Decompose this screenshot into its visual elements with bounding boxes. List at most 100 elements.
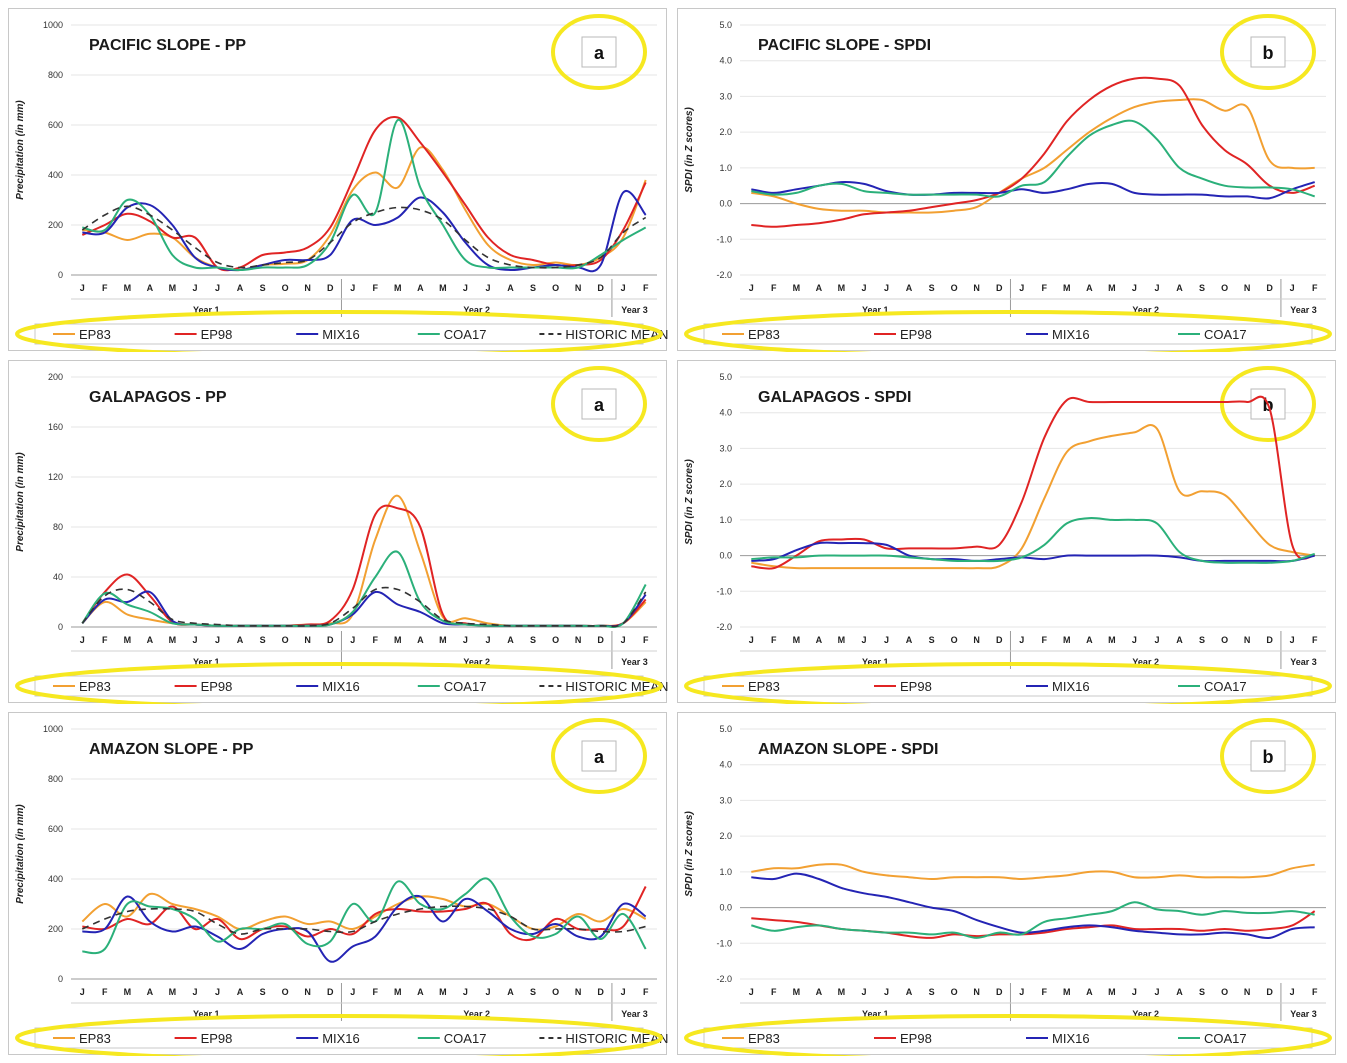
x-tick-label: D	[996, 635, 1003, 645]
x-tick-label: J	[884, 987, 889, 997]
x-tick-label: N	[575, 283, 582, 293]
letter-highlight-ellipse	[551, 718, 647, 794]
y-tick-label: 0	[58, 622, 63, 632]
legend-box	[703, 323, 1313, 345]
x-tick-label: J	[192, 283, 197, 293]
y-tick-label: 4.0	[719, 56, 732, 66]
x-tick-label: F	[643, 987, 649, 997]
x-tick-label: A	[237, 283, 244, 293]
x-tick-label: D	[327, 635, 334, 645]
x-tick-label: S	[260, 283, 266, 293]
series-line-ep98	[81, 504, 647, 627]
x-tick-label: O	[1221, 283, 1228, 293]
year-label: Year 3	[621, 1009, 648, 1019]
panel-letter: a	[594, 747, 605, 767]
x-tick-label: J	[621, 635, 626, 645]
x-tick-label: F	[1042, 283, 1048, 293]
x-tick-label: D	[597, 987, 604, 997]
series-line-ep83	[751, 98, 1315, 214]
x-tick-label: A	[147, 987, 154, 997]
x-tick-label: O	[951, 283, 958, 293]
year-label: Year 1	[862, 305, 889, 315]
legend-label: EP98	[900, 1031, 932, 1046]
x-tick-label: J	[485, 283, 490, 293]
legend-label: COA17	[444, 679, 487, 694]
panel-title: PACIFIC SLOPE - PP	[89, 37, 246, 54]
x-tick-label: N	[1244, 987, 1251, 997]
series-line-historic-mean	[81, 905, 646, 935]
x-tick-label: J	[861, 283, 866, 293]
x-tick-label: A	[417, 283, 424, 293]
letter-highlight-ellipse	[551, 366, 647, 442]
x-tick-label: J	[192, 987, 197, 997]
x-tick-label: J	[1132, 283, 1137, 293]
year-label: Year 1	[193, 657, 220, 667]
x-tick-label: F	[102, 987, 108, 997]
series-line-coa17	[82, 877, 647, 955]
x-tick-label: J	[1290, 283, 1295, 293]
x-tick-label: S	[260, 987, 266, 997]
series-line-historic-mean	[81, 205, 647, 269]
x-tick-label: J	[1154, 635, 1159, 645]
x-tick-label: J	[1132, 987, 1137, 997]
x-tick-label: F	[1042, 635, 1048, 645]
x-tick-label: F	[1312, 635, 1318, 645]
chart-panel-p1: 0 200 400 600 800 1000 J F M A M J J A S O N D J F M A M J J A S O N…	[8, 8, 668, 352]
legend-label: COA17	[1204, 327, 1247, 342]
x-tick-label: D	[1266, 283, 1273, 293]
series-line-ep98	[751, 910, 1316, 939]
x-tick-label: A	[1086, 635, 1093, 645]
y-tick-label: 200	[48, 924, 63, 934]
x-tick-label: O	[552, 635, 559, 645]
x-tick-label: N	[304, 987, 311, 997]
x-tick-label: J	[463, 987, 468, 997]
y-tick-label: 600	[48, 824, 63, 834]
x-tick-label: A	[507, 635, 514, 645]
year-label: Year 1	[193, 305, 220, 315]
series-line-coa17	[751, 119, 1316, 198]
x-tick-label: F	[1312, 987, 1318, 997]
legend-label: EP83	[79, 1031, 111, 1046]
x-tick-label: A	[1176, 283, 1183, 293]
x-tick-label: M	[1108, 987, 1116, 997]
y-tick-label: 5.0	[719, 372, 732, 382]
y-axis-label: SPDI (in Z scores)	[684, 107, 695, 193]
x-tick-label: F	[771, 987, 777, 997]
x-tick-label: O	[552, 987, 559, 997]
x-tick-label: J	[1019, 283, 1024, 293]
legend-label: MIX16	[1052, 1031, 1090, 1046]
legend-label: HISTORIC MEAN	[565, 327, 668, 342]
y-tick-label: -2.0	[716, 270, 732, 280]
x-tick-label: J	[463, 283, 468, 293]
y-tick-label: 400	[48, 170, 63, 180]
x-tick-label: J	[80, 283, 85, 293]
series-line-coa17	[751, 901, 1315, 939]
y-tick-label: 4.0	[719, 408, 732, 418]
x-tick-label: A	[906, 987, 913, 997]
legend-highlight-ellipse	[684, 1014, 1332, 1056]
x-tick-label: A	[147, 283, 154, 293]
series-line-mix16	[751, 181, 1316, 200]
x-tick-label: O	[282, 987, 289, 997]
x-tick-label: F	[102, 635, 108, 645]
x-tick-label: F	[373, 283, 379, 293]
panel-letter: b	[1263, 747, 1274, 767]
series-line-ep98	[751, 76, 1316, 228]
chart-svg: 0 200 400 600 800 1000 J F M A M J J A S O N D J F M A M J J A S O N…	[15, 14, 668, 352]
x-tick-label: J	[192, 635, 197, 645]
y-tick-label: 0.0	[719, 903, 732, 913]
chart-svg: 0 40 80 120 160 200 J F M A M J J A S O N D J F M A M J J A S O N D J F…	[15, 366, 668, 704]
x-tick-label: F	[1042, 987, 1048, 997]
x-tick-label: J	[1290, 987, 1295, 997]
y-tick-label: 3.0	[719, 443, 732, 453]
x-tick-label: J	[80, 635, 85, 645]
x-tick-label: S	[260, 635, 266, 645]
series-line-mix16	[82, 189, 647, 273]
x-tick-label: M	[1063, 635, 1071, 645]
y-tick-label: 200	[48, 220, 63, 230]
legend-label: HISTORIC MEAN	[565, 1031, 668, 1046]
x-tick-label: J	[1154, 283, 1159, 293]
panel-title: GALAPAGOS - SPDI	[758, 389, 912, 406]
x-tick-label: A	[507, 987, 514, 997]
